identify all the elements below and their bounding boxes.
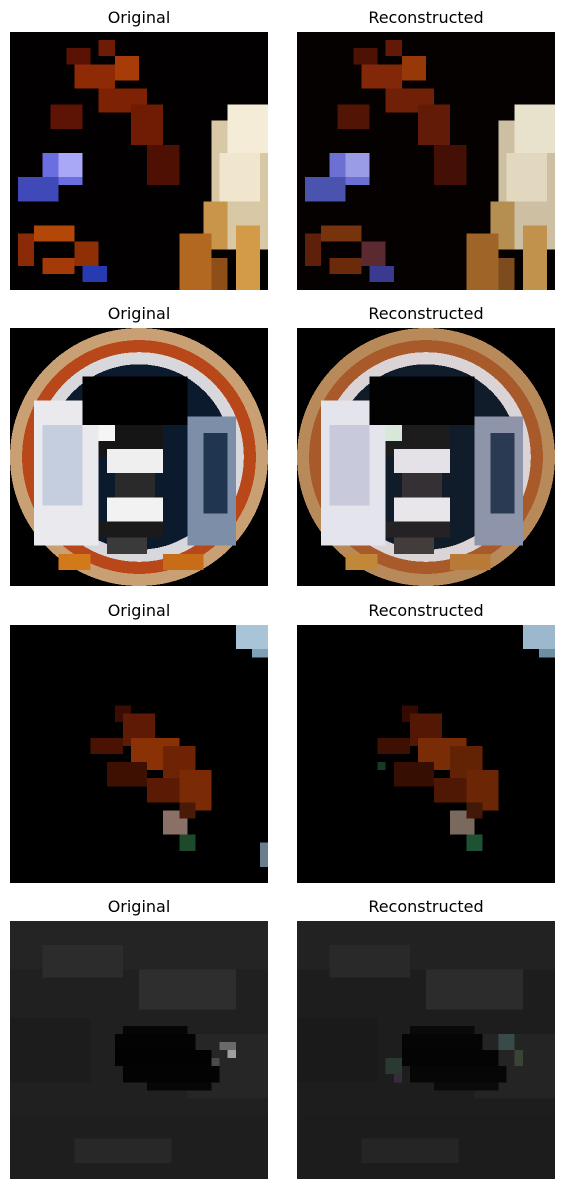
panel-title: Original bbox=[107, 8, 171, 27]
panel-title: Reconstructed bbox=[368, 897, 484, 916]
original-image bbox=[10, 921, 268, 1179]
reconstructed-image bbox=[297, 328, 555, 586]
panel-title: Reconstructed bbox=[368, 8, 484, 27]
original-image bbox=[10, 328, 268, 586]
reconstructed-image bbox=[297, 921, 555, 1179]
reconstructed-image bbox=[297, 32, 555, 290]
panel-title: Original bbox=[107, 601, 171, 620]
panel-title: Original bbox=[107, 304, 171, 323]
original-image bbox=[10, 32, 268, 290]
panel-title: Reconstructed bbox=[368, 304, 484, 323]
panel-title: Original bbox=[107, 897, 171, 916]
original-image bbox=[10, 625, 268, 883]
panel-title: Reconstructed bbox=[368, 601, 484, 620]
reconstructed-image bbox=[297, 625, 555, 883]
